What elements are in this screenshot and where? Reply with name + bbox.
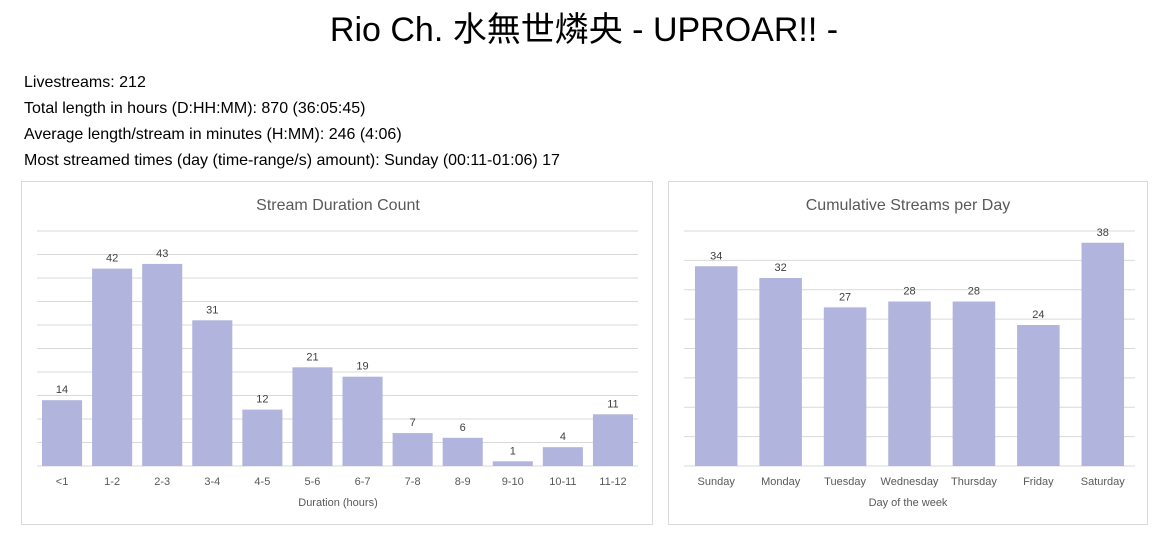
bar [92,268,133,466]
duration-chart: Stream Duration Count Duration (hours) 1… [21,181,653,525]
x-axis-title: Day of the week [869,497,948,509]
data-label: 7 [410,417,416,429]
x-tick-label: 5-6 [305,476,321,488]
data-label: 43 [156,248,168,260]
weekday-chart: Cumulative Streams per Day Day of the we… [668,181,1148,525]
average-length-stat: Average length/stream in minutes (H:MM):… [24,126,402,143]
total-length-stat: Total length in hours (D:HH:MM): 870 (36… [24,100,366,117]
bar [192,320,233,466]
data-label: 28 [903,286,915,298]
data-label: 14 [56,384,68,396]
page-title: Rio Ch. 水無世燐央 - UPROAR!! - [329,11,839,49]
bar [823,307,867,466]
x-tick-label: Saturday [1081,476,1126,488]
bar [888,301,931,466]
data-label: 19 [356,361,368,373]
x-tick-label: 8-9 [455,476,471,488]
bar [759,278,802,466]
x-axis-title: Duration (hours) [298,497,377,509]
duration-chart-svg: Stream Duration Count Duration (hours) 1… [37,197,638,509]
data-label: 21 [306,351,318,363]
x-tick-label: 9-10 [502,476,524,488]
bar [1017,325,1060,466]
x-tick-label: Sunday [698,476,736,488]
x-tick-label: Wednesday [881,476,939,488]
bar [952,301,996,466]
data-label: 38 [1097,227,1109,239]
x-tick-label: 1-2 [104,476,120,488]
data-label: 24 [1032,309,1044,321]
bar [542,447,583,466]
data-label: 34 [710,250,722,262]
bar [492,461,533,466]
bar [342,376,383,466]
bar [242,409,283,466]
data-label: 42 [106,253,118,265]
data-label: 31 [206,304,218,316]
data-label: 1 [510,445,516,457]
x-tick-label: 10-11 [549,476,576,488]
chart-title: Cumulative Streams per Day [806,197,1011,214]
data-label: 32 [775,262,787,274]
x-tick-label: Friday [1023,476,1054,488]
x-tick-label: 11-12 [599,476,626,488]
chart-title: Stream Duration Count [256,197,420,214]
x-tick-label: Tuesday [824,476,866,488]
bar [42,400,83,466]
x-tick-label: 7-8 [405,476,421,488]
weekday-chart-svg: Cumulative Streams per Day Day of the we… [684,197,1135,509]
bar [392,433,433,466]
x-tick-label: 4-5 [254,476,270,488]
data-label: 28 [968,286,980,298]
x-tick-label: Monday [761,476,801,488]
data-label: 6 [460,422,466,434]
x-tick-label: <1 [56,476,69,488]
data-label: 12 [256,394,268,406]
data-label: 27 [839,291,851,303]
bar [292,367,333,466]
x-tick-label: Thursday [951,476,997,488]
livestreams-stat: Livestreams: 212 [24,74,146,91]
bar [694,266,738,466]
x-tick-label: 6-7 [355,476,371,488]
data-label: 11 [607,398,618,410]
bar [142,263,183,466]
bar [592,414,633,466]
x-tick-label: 2-3 [154,476,170,488]
most-streamed-stat: Most streamed times (day (time-range/s) … [24,152,560,169]
bar [1081,242,1125,466]
data-label: 4 [560,431,566,443]
x-tick-label: 3-4 [204,476,220,488]
bar [442,437,483,466]
